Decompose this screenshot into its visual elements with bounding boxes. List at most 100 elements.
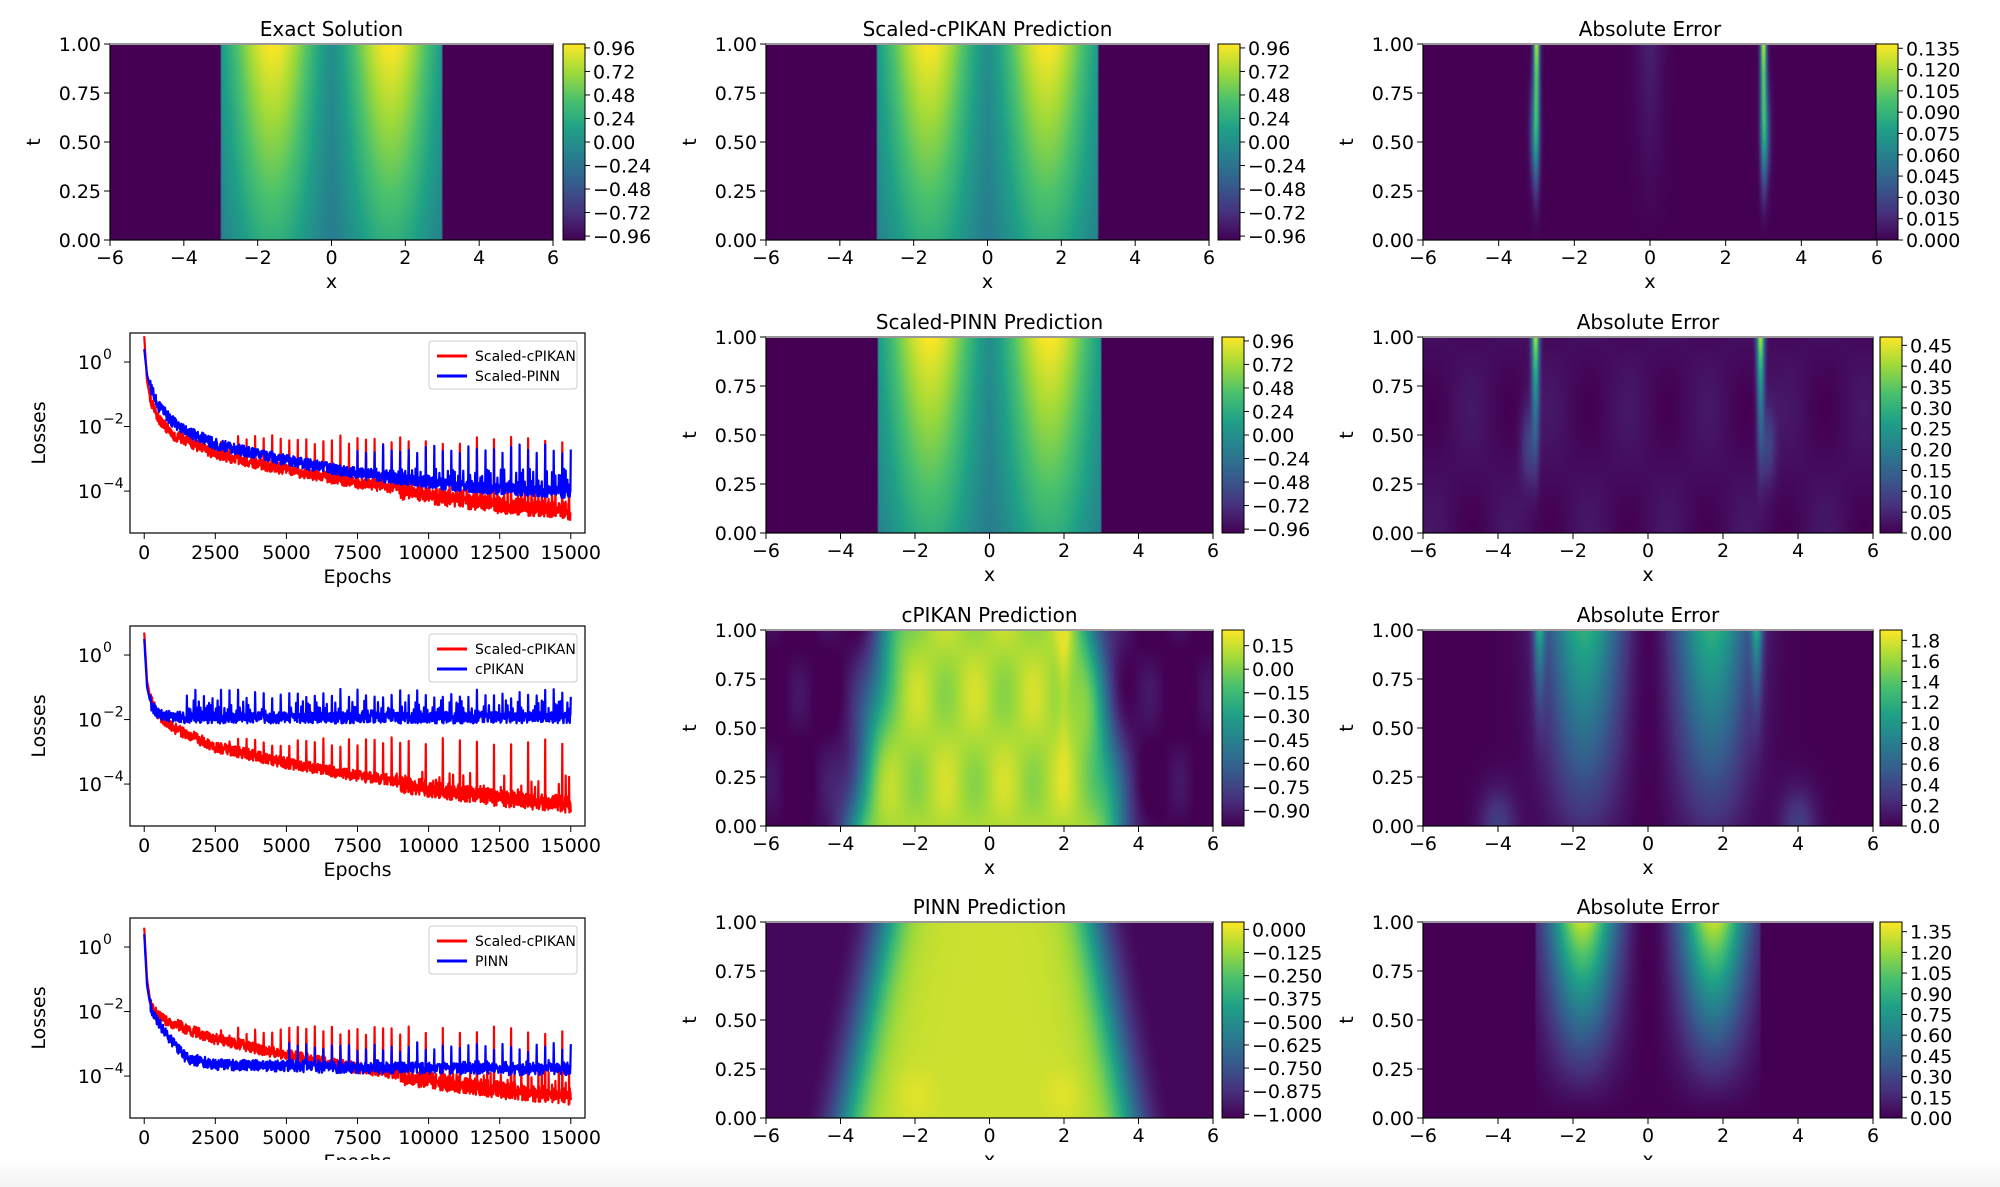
colorbar-tick-label: 0.05 [1910, 502, 1952, 524]
x-tick-label: 6 [1867, 833, 1879, 855]
colorbar-tick-label: 0.48 [593, 85, 635, 107]
y-tick-label: 0.75 [715, 83, 757, 105]
legend-label: Scaled-cPIKAN [475, 934, 576, 950]
colorbar-tick-label: 0.075 [1906, 123, 1960, 145]
heatmap-image [1423, 630, 1873, 826]
colorbar-tick-label: 0.96 [593, 38, 635, 60]
y-tick-exponent: −2 [103, 412, 124, 428]
x-tick-label: −2 [1559, 833, 1587, 855]
y-tick-label: 0.75 [1372, 376, 1414, 398]
colorbar-tick-label: 0.105 [1906, 81, 1960, 103]
legend-label: cPIKAN [475, 662, 524, 678]
colorbar-tick-label: −0.24 [1248, 156, 1306, 178]
x-tick-label: 0 [138, 835, 150, 857]
legend-label: Scaled-PINN [475, 369, 560, 385]
y-tick-label: 10 [78, 417, 102, 439]
y-axis-label: t [1336, 431, 1358, 438]
x-axis-label: x [1644, 271, 1655, 293]
heatmap-image [1423, 337, 1873, 533]
y-tick-label: 0.00 [715, 1108, 757, 1130]
colorbar-tick-label: 0.00 [1910, 523, 1952, 545]
colorbar-tick-label: −0.875 [1252, 1081, 1322, 1103]
colorbar-tick-label: 1.4 [1910, 672, 1940, 694]
y-tick-label: 0.75 [715, 376, 757, 398]
x-tick-label: −2 [1560, 247, 1588, 269]
colorbar-tick-label: −0.96 [1248, 226, 1306, 248]
y-axis-label: Losses [28, 694, 50, 757]
heatmap-panel: PINN Prediction−6−4−20246x0.000.250.500.… [679, 895, 1322, 1171]
colorbar-tick-label: 1.05 [1910, 963, 1952, 985]
colorbar-tick-label: 0.90 [1910, 984, 1952, 1006]
colorbar-tick-label: −0.125 [1252, 943, 1322, 965]
x-tick-label: 6 [1203, 247, 1215, 269]
y-tick-label: 0.50 [1372, 718, 1414, 740]
panel-title: Scaled-cPIKAN Prediction [863, 17, 1113, 41]
heatmap-image [766, 630, 1213, 826]
colorbar-tick-label: 0.000 [1906, 230, 1960, 252]
colorbar-tick-label: 0.060 [1906, 145, 1960, 167]
x-tick-label: 15000 [541, 1127, 601, 1149]
colorbar-tick-label: −1.000 [1252, 1104, 1322, 1126]
x-tick-label: −6 [752, 247, 780, 269]
y-tick-label: 0.50 [59, 132, 101, 154]
x-tick-label: −6 [752, 1125, 780, 1147]
colorbar-tick-label: 0.00 [593, 132, 635, 154]
y-tick-label: 0.00 [1372, 230, 1414, 252]
y-axis-label: t [1336, 724, 1358, 731]
colorbar-tick-label: 0.30 [1910, 398, 1952, 420]
colorbar-tick-label: 0.60 [1910, 1025, 1952, 1047]
y-tick-label: 1.00 [59, 34, 101, 56]
x-tick-label: 4 [1792, 833, 1804, 855]
x-tick-label: 0 [983, 1125, 995, 1147]
colorbar-tick-label: −0.96 [593, 226, 651, 248]
y-tick-label: 0.75 [715, 961, 757, 983]
x-tick-label: −4 [1484, 540, 1512, 562]
colorbar-tick-label: 0.000 [1252, 919, 1306, 941]
footer-bar [0, 1160, 2000, 1187]
x-tick-label: 2 [1717, 833, 1729, 855]
y-tick-label: 10 [78, 1002, 102, 1024]
colorbar [1879, 921, 1903, 1119]
y-tick-label: 0.25 [59, 181, 101, 203]
colorbar-tick-label: 0.00 [1248, 132, 1290, 154]
x-tick-label: 6 [1207, 833, 1219, 855]
x-tick-label: 0 [1642, 1125, 1654, 1147]
colorbar [562, 43, 586, 241]
x-axis-label: x [1642, 564, 1653, 586]
colorbar-tick-label: 0.00 [1252, 425, 1294, 447]
colorbar-tick-label: 1.35 [1910, 922, 1952, 944]
x-tick-label: 0 [325, 247, 337, 269]
colorbar-tick-label: 0.96 [1252, 331, 1294, 353]
y-axis-label: t [679, 138, 701, 145]
colorbar-tick-label: 0.15 [1910, 460, 1952, 482]
x-tick-label: −4 [826, 540, 854, 562]
colorbar-tick-label: 0.48 [1248, 85, 1290, 107]
colorbar-tick-label: 0.24 [593, 108, 635, 130]
x-tick-label: 12500 [469, 542, 529, 564]
heatmap-image [1423, 922, 1873, 1118]
colorbar-tick-label: −0.24 [1252, 449, 1310, 471]
colorbar-tick-label: −0.500 [1252, 1012, 1322, 1034]
x-tick-label: −4 [826, 1125, 854, 1147]
y-tick-label: 0.75 [1372, 961, 1414, 983]
x-tick-label: 5000 [262, 542, 310, 564]
heatmap-panel: Absolute Error−6−4−20246x0.000.250.500.7… [1336, 895, 1952, 1171]
x-axis-label: Epochs [323, 566, 391, 588]
x-tick-label: −6 [1409, 540, 1437, 562]
x-tick-label: 10000 [398, 542, 458, 564]
colorbar-tick-label: 0.40 [1910, 356, 1952, 378]
y-tick-label: 0.75 [59, 83, 101, 105]
y-tick-label: 10 [78, 645, 102, 667]
x-tick-label: −2 [244, 247, 272, 269]
heatmap-image [110, 44, 553, 240]
x-tick-label: 7500 [333, 835, 381, 857]
heatmap-image [766, 922, 1213, 1118]
x-tick-label: 2500 [191, 835, 239, 857]
colorbar-tick-label: −0.250 [1252, 966, 1322, 988]
colorbar-tick-label: 0.045 [1906, 166, 1960, 188]
colorbar-tick-label: −0.30 [1252, 706, 1310, 728]
y-tick-label: 0.00 [1372, 1108, 1414, 1130]
heatmap-panel: Scaled-cPIKAN Prediction−6 −4 −2 0 2 4 6x0.000… [679, 17, 1306, 293]
